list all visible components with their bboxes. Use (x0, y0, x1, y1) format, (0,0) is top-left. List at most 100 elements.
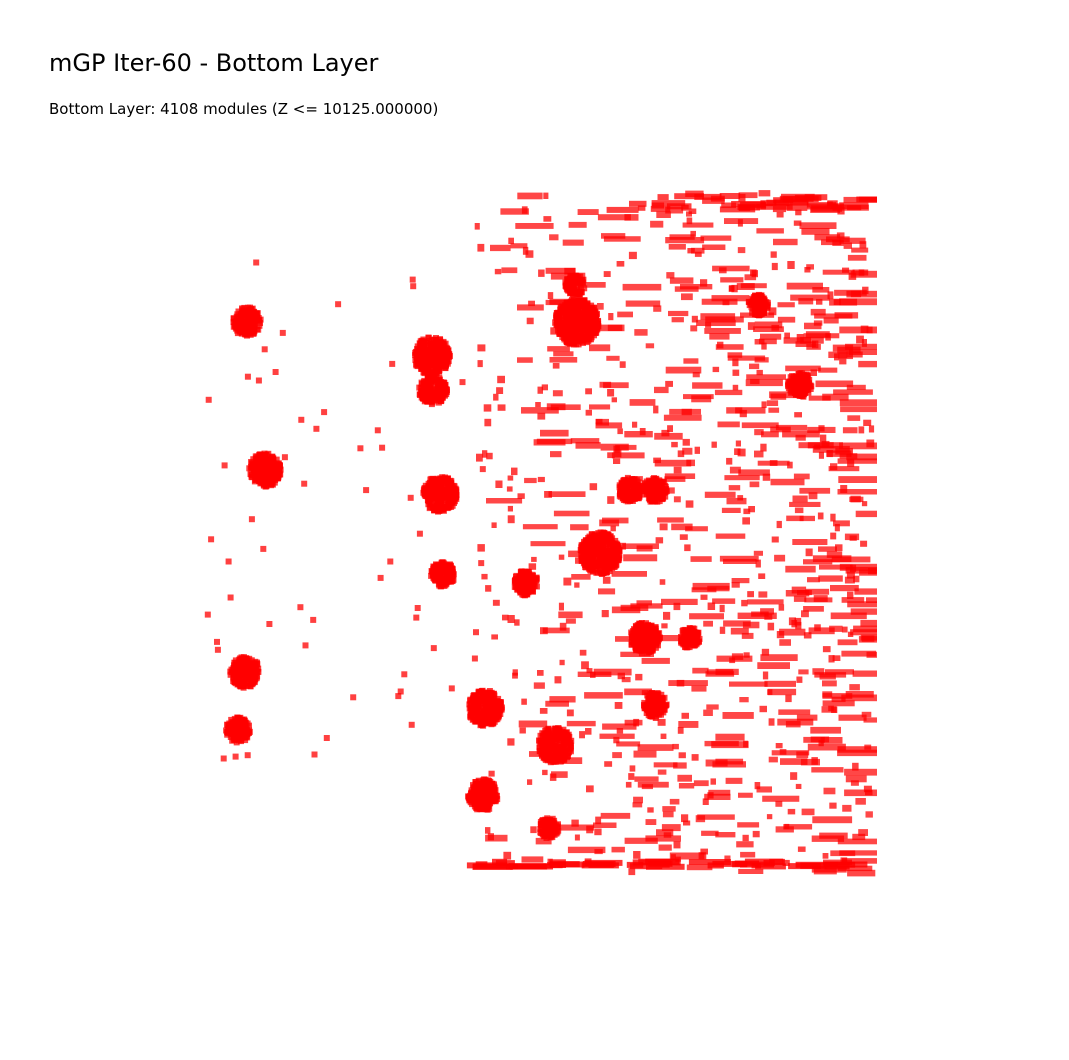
module-marker (777, 316, 796, 323)
module-marker (814, 313, 853, 319)
module-marker (435, 368, 442, 375)
module-marker (577, 209, 599, 215)
module-marker (803, 606, 824, 612)
module-marker (661, 824, 681, 832)
module-marker (427, 395, 434, 402)
module-marker (740, 312, 775, 318)
module-marker (754, 339, 765, 345)
module-marker (775, 743, 783, 749)
module-marker (503, 851, 512, 860)
module-marker (593, 329, 600, 336)
module-marker (845, 691, 874, 698)
module-marker (433, 476, 440, 483)
module-marker (738, 469, 770, 476)
module-marker (235, 666, 242, 673)
module-marker (756, 786, 772, 793)
module-marker (683, 358, 699, 364)
module-marker (850, 780, 859, 786)
module-marker (416, 384, 423, 391)
module-marker (801, 384, 808, 391)
module-marker (729, 681, 768, 687)
module-marker (486, 498, 523, 504)
module-marker (682, 447, 693, 455)
module-marker (552, 725, 559, 732)
module-marker (645, 835, 681, 842)
module-marker (519, 591, 526, 598)
module-marker (840, 406, 877, 413)
module-marker (714, 389, 743, 396)
module-marker (684, 544, 691, 552)
module-marker (589, 568, 596, 575)
module-marker (787, 387, 794, 394)
module-marker (659, 523, 668, 531)
module-marker (418, 394, 425, 401)
module-marker (678, 783, 695, 789)
module-marker (495, 706, 502, 712)
module-marker (819, 832, 848, 839)
module-marker (251, 471, 258, 478)
module-marker (665, 206, 684, 214)
module-marker (738, 192, 758, 199)
module-marker (754, 450, 764, 458)
module-marker (491, 718, 498, 725)
module-marker (433, 495, 440, 501)
module-marker (818, 451, 824, 459)
module-marker (521, 577, 528, 584)
module-marker (810, 308, 826, 316)
module-marker (657, 769, 667, 775)
module-marker (654, 697, 661, 703)
module-marker (646, 697, 653, 704)
module-markers (204, 190, 877, 877)
module-marker (474, 794, 481, 801)
module-marker (795, 783, 802, 789)
module-marker (269, 453, 276, 460)
module-marker (235, 308, 242, 315)
module-marker (656, 477, 663, 484)
module-marker (682, 626, 689, 633)
module-marker (755, 559, 761, 568)
module-marker (500, 208, 529, 215)
module-marker (448, 482, 455, 489)
module-marker (491, 522, 497, 528)
module-marker (625, 300, 661, 307)
module-marker (635, 673, 643, 681)
module-marker (597, 214, 631, 221)
module-marker (530, 541, 566, 547)
module-marker (629, 399, 656, 406)
module-marker (830, 612, 867, 620)
module-marker (524, 572, 531, 579)
module-marker (630, 639, 637, 646)
module-marker (565, 618, 576, 624)
module-marker (693, 780, 709, 787)
module-marker (488, 712, 495, 719)
module-marker (533, 439, 566, 446)
module-marker (807, 577, 820, 583)
module-marker (603, 382, 629, 389)
module-marker (435, 580, 442, 587)
module-marker (777, 718, 814, 726)
module-marker (631, 627, 638, 634)
module-marker (803, 632, 812, 639)
module-marker (554, 829, 561, 836)
module-marker (860, 540, 868, 547)
module-marker (554, 730, 561, 737)
module-marker (478, 689, 485, 695)
module-marker (726, 497, 747, 505)
module-marker (533, 583, 540, 590)
module-marker (661, 694, 668, 701)
module-marker (250, 329, 256, 336)
module-marker (811, 767, 844, 773)
module-marker (483, 780, 489, 787)
module-marker (564, 286, 571, 293)
module-marker (779, 628, 806, 636)
module-marker (823, 317, 839, 324)
module-marker (645, 477, 652, 484)
module-marker (650, 475, 657, 482)
module-marker (553, 753, 560, 760)
module-marker (697, 814, 735, 820)
module-marker (754, 321, 783, 329)
module-marker (706, 704, 719, 710)
module-marker (641, 784, 653, 790)
module-marker (792, 495, 808, 503)
module-marker (704, 793, 731, 800)
